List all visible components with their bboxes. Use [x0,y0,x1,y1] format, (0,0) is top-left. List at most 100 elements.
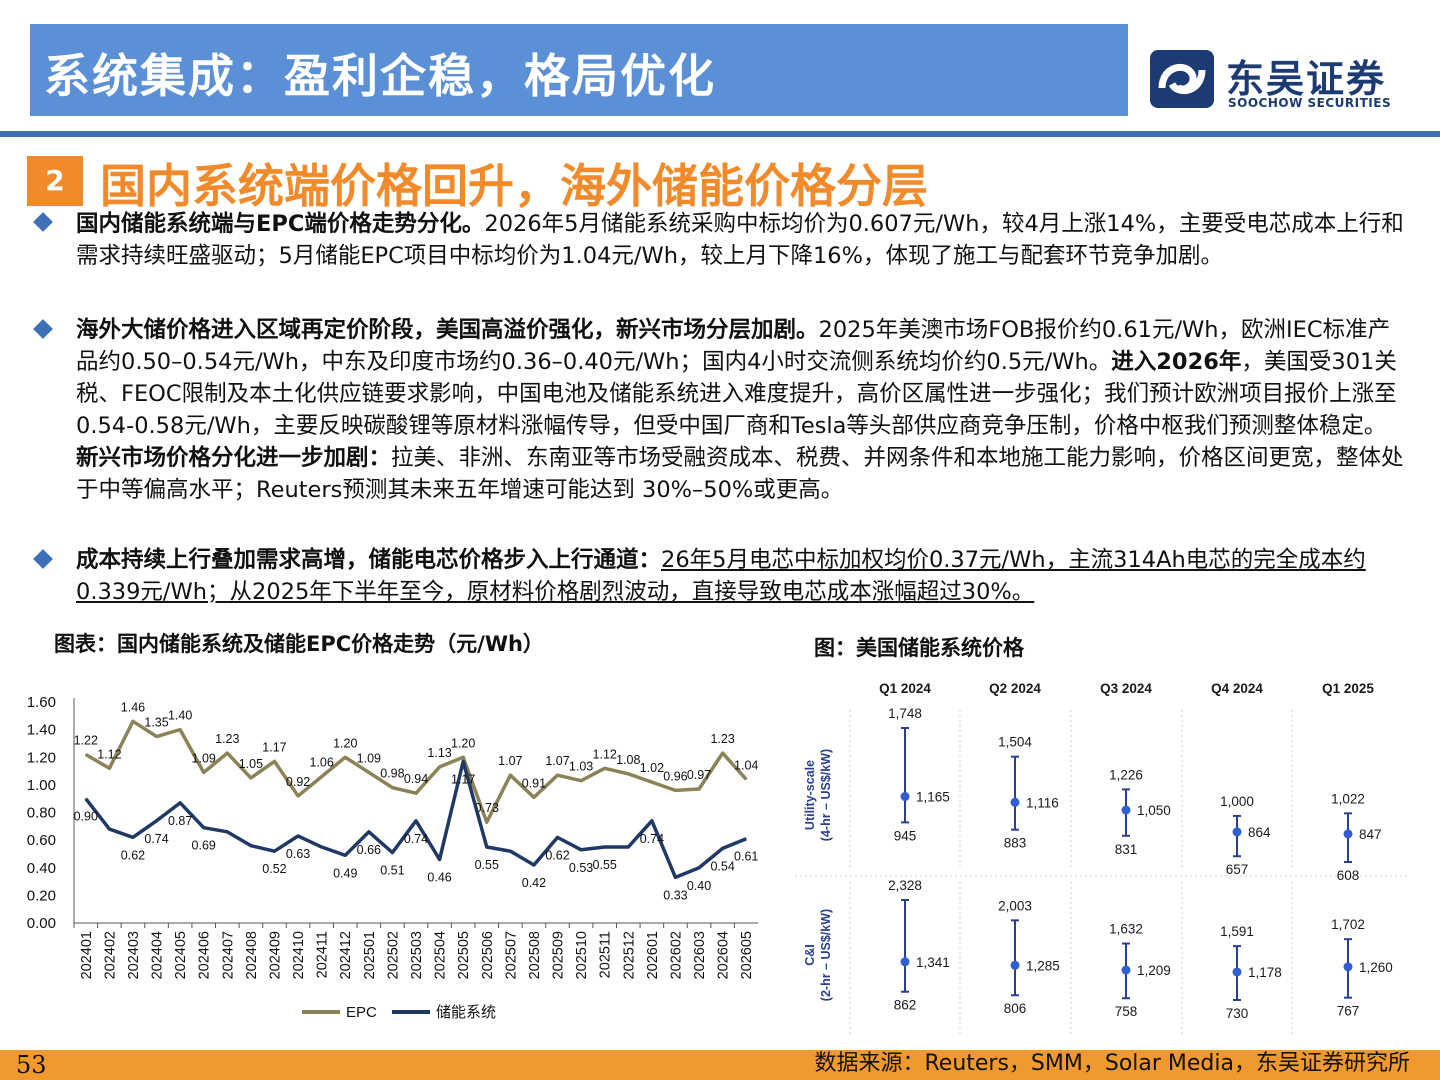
y-tick-label: 0.80 [27,805,56,822]
epc-data-point [297,795,299,797]
epc-data-label: 1.40 [168,709,192,723]
bullet-2-text-3: 拉美、非洲、东南亚等市场受融资成本、税费、并网条件和本地施工能力影响，价格区间更… [76,445,1404,503]
system-data-label: 0.74 [144,832,168,846]
system-data-label: 0.62 [545,848,569,862]
epc-data-label: 1.12 [97,747,121,761]
epc-data-point [156,736,158,738]
range-mid-label: 1,050 [1137,803,1171,818]
section-number-badge: 2 [27,156,83,206]
x-tick-label: 202509 [551,931,567,979]
bullet-3-lead: 成本持续上行叠加需求高增，储能电芯价格步入上行通道： [76,547,662,573]
bullet-paragraph-3: 成本持续上行叠加需求高增，储能电芯价格步入上行通道：26年5月电芯中标加权均价0… [76,544,1406,608]
x-tick-label: 202510 [574,931,590,979]
right-chart-caption: 图：美国储能系统价格 [814,636,1024,660]
range-mid-point [900,792,910,802]
x-tick-label: 202505 [456,931,472,979]
epc-data-label: 1.35 [144,716,168,730]
epc-data-label: 1.04 [734,758,758,772]
x-tick-label: 202501 [362,931,378,979]
system-data-label: 1.17 [451,772,475,786]
system-data-point [321,846,323,848]
bullet-2-lead: 海外大储价格进入区域再定价阶段，美国高溢价强化，新兴市场分层加剧。 [76,317,819,343]
epc-data-point [604,767,606,769]
company-logo: 东吴证券 SOOCHOW SECURITIES [1148,44,1408,114]
epc-data-label: 1.09 [192,751,216,765]
system-data-label: 0.69 [192,839,216,853]
epc-data-point [391,787,393,789]
row-label: Utility-scale (4-hr – US$/kW) [803,749,833,841]
epc-data-label: 1.02 [640,761,664,775]
left-chart-caption: 图表：国内储能系统及储能EPC价格走势（元/Wh） [54,632,544,656]
range-mid-point [1232,827,1242,837]
system-data-label: 0.49 [333,866,357,880]
epc-data-label: 1.23 [710,732,734,746]
column-header: Q1 2025 [1322,681,1374,696]
system-data-label: 0.53 [569,861,593,875]
system-data-point [580,849,582,851]
system-data-point [462,760,464,762]
x-tick-label: 202506 [480,931,496,979]
epc-data-point [439,766,441,768]
range-mid-label: 1,209 [1137,963,1171,978]
epc-data-point [533,796,535,798]
epc-data-label: 1.12 [593,747,617,761]
system-data-point [344,854,346,856]
epc-data-point [674,789,676,791]
system-data-label: 0.40 [687,879,711,893]
epc-data-label: 0.96 [663,769,687,783]
row-label-line: (4-hr – US$/kW) [819,749,833,841]
range-low-label: 767 [1337,1004,1360,1019]
epc-data-point [108,767,110,769]
epc-data-point [85,753,87,755]
epc-data-point [179,729,181,731]
epc-data-label: 1.20 [333,736,357,750]
range-high-label: 2,003 [998,898,1032,913]
range-mid-point [1010,797,1020,807]
x-tick-label: 202403 [126,931,142,979]
system-data-point [132,836,134,838]
column-header: Q2 2024 [989,681,1041,696]
system-data-label: 0.61 [734,850,758,864]
system-data-point [674,876,676,878]
bullet-2-text-1: 2025年美澳市场FOB报价约0.61元/Wh，欧洲IEC标准产品约0.50–0… [76,317,1391,375]
epc-data-point [698,788,700,790]
epc-data-point [462,756,464,758]
range-mid-label: 1,116 [1026,795,1059,810]
system-data-label: 0.55 [475,858,499,872]
y-tick-label: 1.40 [27,722,56,739]
system-data-point [203,827,205,829]
system-data-point [415,820,417,822]
system-data-label: 0.52 [262,862,286,876]
system-data-point [557,836,559,838]
range-mid-point [900,957,910,967]
epc-data-label: 0.91 [522,776,546,790]
y-tick-label: 1.00 [27,777,56,794]
bullet-diamond-icon [33,549,53,569]
bullet-1-lead: 国内储能系统端与EPC端价格走势分化。 [76,211,485,237]
us-price-range-chart: Q1 2024 Q2 2024 Q3 2024 Q4 2024 Q1 2025 Utili… [795,681,1410,1035]
legend-epc-label: EPC [346,1004,377,1021]
range-low-label: 883 [1004,836,1027,851]
x-tick-label: 202412 [338,931,354,979]
logo-mark-icon [1150,50,1214,108]
x-tick-label: 202502 [385,931,401,979]
epc-data-point [132,720,134,722]
epc-data-point [321,776,323,778]
epc-data-label: 1.05 [239,757,263,771]
system-data-label: 0.90 [74,810,98,824]
epc-data-label: 0.73 [475,801,499,815]
logo-text-cn: 东吴证券 [1226,57,1387,101]
range-high-label: 2,328 [888,878,922,893]
x-tick-label: 202404 [150,931,166,979]
x-tick-label: 202603 [692,931,708,979]
epc-data-label: 1.13 [427,746,451,760]
bullet-2-text-2: ，美国受301关税、FEOC限制及本土化供应链要求影响，中国电池及储能系统进入难… [76,349,1397,439]
system-data-label: 0.63 [286,847,310,861]
system-data-label: 0.46 [427,870,451,884]
range-high-label: 1,226 [1109,767,1143,782]
x-tick-label: 202411 [315,931,331,978]
epc-data-point [415,792,417,794]
system-data-label: 0.74 [404,832,428,846]
range-low-label: 806 [1004,1001,1027,1016]
range-low-label: 758 [1115,1004,1138,1019]
